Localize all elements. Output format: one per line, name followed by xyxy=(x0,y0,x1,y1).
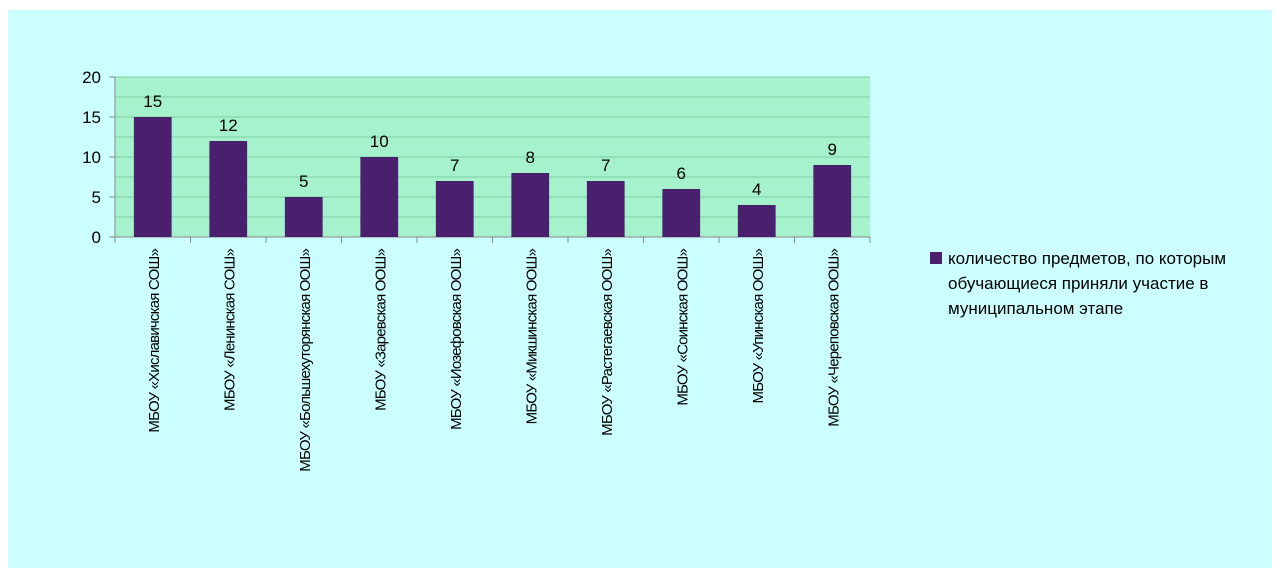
bar xyxy=(133,117,172,237)
bar xyxy=(662,189,701,237)
data-label: 12 xyxy=(219,116,238,135)
data-label: 8 xyxy=(526,148,535,167)
x-tick-label: МБОУ «Растегаевская ООШ» xyxy=(599,249,616,436)
bar xyxy=(586,181,625,237)
data-label: 15 xyxy=(143,92,162,111)
data-label: 10 xyxy=(370,132,389,151)
bar xyxy=(737,205,776,237)
legend-swatch xyxy=(930,252,942,264)
data-label: 5 xyxy=(299,172,308,191)
y-tick-label: 0 xyxy=(92,228,101,247)
data-label: 6 xyxy=(677,164,686,183)
y-tick-label: 5 xyxy=(92,188,101,207)
x-tick-label: МБОУ «Соинская ООШ» xyxy=(674,249,691,406)
x-tick-label: МБОУ «Хиславичская СОШ» xyxy=(146,249,163,433)
data-label: 9 xyxy=(828,140,837,159)
x-tick-label: МБОУ «Ленинская СОШ» xyxy=(221,249,238,411)
data-label: 7 xyxy=(601,156,610,175)
bar xyxy=(813,165,852,237)
bar xyxy=(360,157,399,237)
legend-label: количество предметов, по которым обучающ… xyxy=(948,249,1227,318)
y-tick-label: 15 xyxy=(82,108,101,127)
data-label: 4 xyxy=(752,180,761,199)
data-label: 7 xyxy=(450,156,459,175)
bar xyxy=(284,197,323,237)
x-tick-label: МБОУ «Заревская ООШ» xyxy=(372,249,389,411)
bar xyxy=(209,141,248,237)
bar xyxy=(511,173,550,237)
legend: количество предметов, по которым обучающ… xyxy=(930,246,1270,321)
y-tick-label: 20 xyxy=(82,68,101,87)
x-tick-label: МБОУ «Микшинская ООШ» xyxy=(523,249,540,425)
x-tick-label: МБОУ «Большехуторянская ООШ» xyxy=(297,249,314,472)
x-tick-label: МБОУ «Череповская ООШ» xyxy=(825,249,842,427)
y-tick-label: 10 xyxy=(82,148,101,167)
bar xyxy=(435,181,474,237)
x-tick-label: МБОУ «Иозефовская ООШ» xyxy=(448,249,465,430)
x-tick-label: МБОУ «Упинская ООШ» xyxy=(750,249,767,404)
